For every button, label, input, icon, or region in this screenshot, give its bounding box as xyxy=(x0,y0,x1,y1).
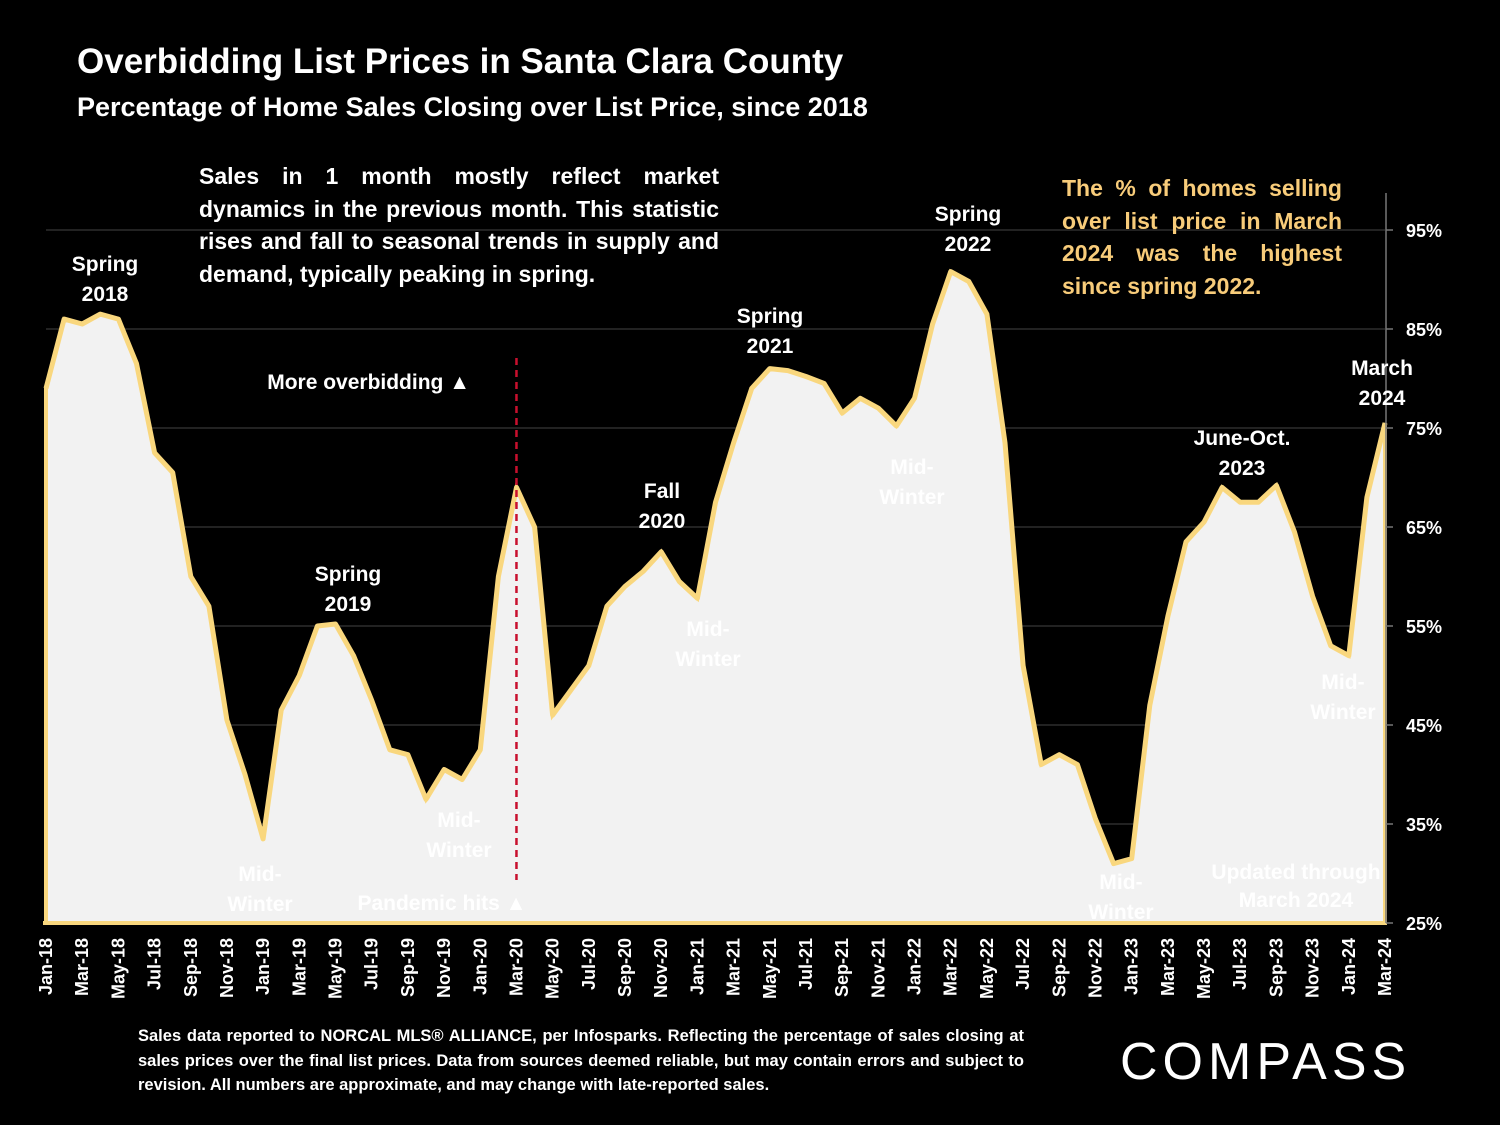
y-tick-label: 45% xyxy=(1406,716,1442,736)
y-tick-label: 55% xyxy=(1406,617,1442,637)
x-tick-label: Nov-20 xyxy=(651,938,671,998)
x-tick-label: Nov-22 xyxy=(1085,938,1105,998)
x-tick-label: Jan-20 xyxy=(470,938,490,995)
series-line xyxy=(43,269,1388,867)
chart-annotation: Spring 2021 xyxy=(737,305,804,358)
x-tick-label: Jan-23 xyxy=(1122,938,1142,995)
chart-annotation: Mid-Winter xyxy=(227,863,292,916)
x-tick-label: Jan-18 xyxy=(36,938,56,995)
x-tick-label: Jul-23 xyxy=(1230,938,1250,990)
x-tick-label: Jul-19 xyxy=(362,938,382,990)
x-tick-label: May-23 xyxy=(1194,938,1214,999)
x-tick-label: Jul-20 xyxy=(579,938,599,990)
x-tick-label: May-18 xyxy=(108,938,128,999)
x-tick-label: Jan-19 xyxy=(253,938,273,995)
chart-annotation: Mid-Winter xyxy=(879,456,944,509)
chart-annotation: Spring 2018 xyxy=(72,253,139,306)
seasonality-note: Sales in 1 month mostly reflect market d… xyxy=(199,163,719,287)
x-tick-label: Sep-18 xyxy=(181,938,201,997)
y-tick-label: 65% xyxy=(1406,518,1442,538)
chart-annotation: Updated through March 2024 xyxy=(1211,861,1380,912)
chart-annotation: Mid-Winter xyxy=(675,618,740,671)
chart-annotation: Mid-Winter xyxy=(1310,671,1375,724)
x-tick-label: Nov-18 xyxy=(217,938,237,998)
x-tick-label: Sep-19 xyxy=(398,938,418,997)
chart-annotation: More overbidding ▲ xyxy=(267,371,470,394)
chart-annotation: June-Oct. 2023 xyxy=(1194,427,1291,480)
chart-annotation: Fall 2020 xyxy=(639,480,686,533)
x-tick-label: Sep-20 xyxy=(615,938,635,997)
x-tick-label: Nov-23 xyxy=(1303,938,1323,998)
compass-logo: COMPASS xyxy=(1120,1033,1412,1091)
x-tick-label: Nov-21 xyxy=(868,938,888,998)
chart-annotation: Mid-Winter xyxy=(426,809,491,862)
x-tick-label: Mar-23 xyxy=(1158,938,1178,996)
x-tick-label: May-20 xyxy=(543,938,563,999)
chart-subtitle: Percentage of Home Sales Closing over Li… xyxy=(77,92,868,122)
y-tick-label: 95% xyxy=(1406,221,1442,241)
chart-title: Overbidding List Prices in Santa Clara C… xyxy=(77,42,844,81)
x-tick-label: Jul-18 xyxy=(145,938,165,990)
y-tick-label: 85% xyxy=(1406,320,1442,340)
y-tick-label: 25% xyxy=(1406,914,1442,934)
highlight-note: The % of homes selling over list price i… xyxy=(1062,175,1342,299)
area-fill xyxy=(44,268,1387,925)
x-tick-label: May-19 xyxy=(326,938,346,999)
x-tick-label: Jul-22 xyxy=(1013,938,1033,990)
x-tick-label: Mar-20 xyxy=(506,938,526,996)
pandemic-marker-label: Pandemic hits ▲ xyxy=(357,892,526,915)
x-tick-label: May-21 xyxy=(760,938,780,999)
x-tick-label: Jan-24 xyxy=(1339,938,1359,995)
y-tick-label: 75% xyxy=(1406,419,1442,439)
chart-annotation: Spring 2019 xyxy=(315,563,382,616)
x-tick-label: Mar-22 xyxy=(941,938,961,996)
x-tick-label: Jul-21 xyxy=(796,938,816,990)
source-footnote: Sales data reported to NORCAL MLS® ALLIA… xyxy=(138,1027,1024,1094)
chart-annotation: Spring 2022 xyxy=(935,203,1002,256)
x-tick-label: Mar-19 xyxy=(289,938,309,996)
x-tick-label: Sep-21 xyxy=(832,938,852,997)
x-tick-label: Mar-24 xyxy=(1375,938,1395,996)
x-tick-label: Nov-19 xyxy=(434,938,454,998)
x-tick-label: Jan-22 xyxy=(905,938,925,995)
x-tick-label: Sep-23 xyxy=(1266,938,1286,997)
x-tick-label: May-22 xyxy=(977,938,997,999)
y-tick-label: 35% xyxy=(1406,815,1442,835)
chart-annotation: March 2024 xyxy=(1351,357,1413,410)
x-tick-label: Mar-18 xyxy=(72,938,92,996)
x-tick-label: Mar-21 xyxy=(724,938,744,996)
x-tick-label: Jan-21 xyxy=(687,938,707,995)
x-tick-label: Sep-22 xyxy=(1049,938,1069,997)
chart-annotation: Mid-Winter xyxy=(1088,871,1153,924)
